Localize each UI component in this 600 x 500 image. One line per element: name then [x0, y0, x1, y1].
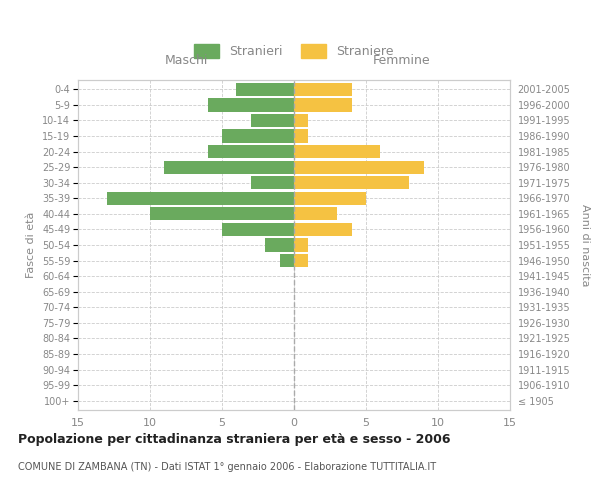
- Bar: [208, 98, 294, 112]
- Bar: [164, 160, 294, 174]
- Bar: [294, 98, 352, 112]
- Bar: [107, 192, 294, 205]
- Bar: [294, 114, 308, 127]
- Bar: [280, 254, 294, 267]
- Text: Femmine: Femmine: [373, 54, 431, 68]
- Bar: [294, 192, 366, 205]
- Bar: [294, 238, 308, 252]
- Y-axis label: Fasce di età: Fasce di età: [26, 212, 37, 278]
- Text: Popolazione per cittadinanza straniera per età e sesso - 2006: Popolazione per cittadinanza straniera p…: [18, 432, 451, 446]
- Bar: [294, 145, 380, 158]
- Bar: [150, 208, 294, 220]
- Bar: [222, 223, 294, 236]
- Y-axis label: Anni di nascita: Anni di nascita: [580, 204, 590, 286]
- Legend: Stranieri, Straniere: Stranieri, Straniere: [190, 40, 398, 62]
- Bar: [294, 160, 424, 174]
- Bar: [265, 238, 294, 252]
- Text: Maschi: Maschi: [164, 54, 208, 68]
- Bar: [294, 130, 308, 142]
- Text: COMUNE DI ZAMBANA (TN) - Dati ISTAT 1° gennaio 2006 - Elaborazione TUTTITALIA.IT: COMUNE DI ZAMBANA (TN) - Dati ISTAT 1° g…: [18, 462, 436, 472]
- Bar: [251, 114, 294, 127]
- Bar: [294, 208, 337, 220]
- Bar: [251, 176, 294, 190]
- Bar: [222, 130, 294, 142]
- Bar: [294, 82, 352, 96]
- Bar: [294, 223, 352, 236]
- Bar: [208, 145, 294, 158]
- Bar: [236, 82, 294, 96]
- Bar: [294, 176, 409, 190]
- Bar: [294, 254, 308, 267]
